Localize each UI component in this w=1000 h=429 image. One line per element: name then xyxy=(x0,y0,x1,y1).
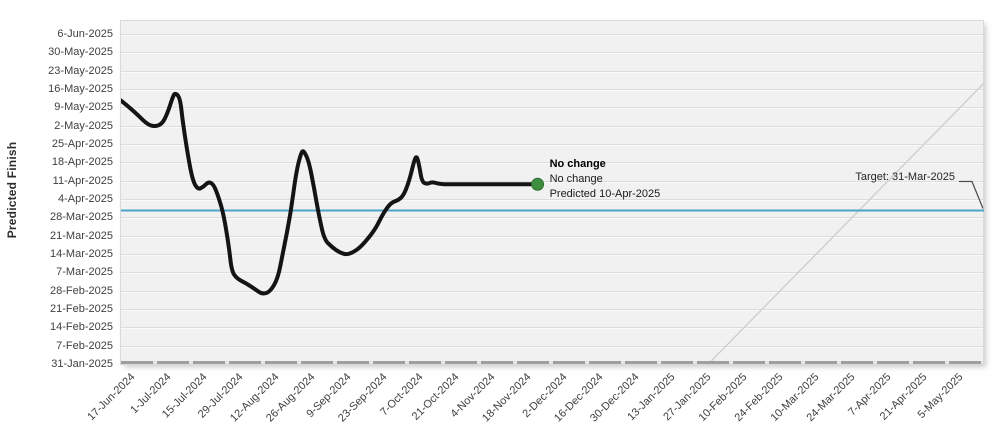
y-tick-label: 31-Jan-2025 xyxy=(51,358,113,370)
y-tick-label: 18-Apr-2025 xyxy=(51,156,113,169)
gridline xyxy=(121,34,983,36)
gridline xyxy=(121,125,983,128)
y-tick-label: 6-Jun-2025 xyxy=(57,28,113,40)
gridline xyxy=(121,272,983,275)
gridline xyxy=(121,309,983,311)
gridline xyxy=(121,107,983,110)
annotation-status-secondary: No change xyxy=(549,173,603,186)
y-tick-label: 21-Mar-2025 xyxy=(50,229,113,242)
y-tick-label: 16-May-2025 xyxy=(48,83,113,95)
y-tick-label: 9-May-2025 xyxy=(54,101,113,114)
y-tick-label: 25-Apr-2025 xyxy=(51,138,113,150)
gridline xyxy=(121,217,983,220)
y-tick-label: 7-Mar-2025 xyxy=(56,266,113,279)
target-label: Target: 31-Mar-2025 xyxy=(855,171,955,184)
gridline xyxy=(121,345,983,348)
y-tick-label: 7-Feb-2025 xyxy=(56,339,113,352)
y-tick-label: 2-May-2025 xyxy=(54,119,113,132)
y-tick-label: 14-Mar-2025 xyxy=(50,248,113,260)
annotation-predicted-date: Predicted 10-Apr-2025 xyxy=(549,188,661,201)
plot-area xyxy=(120,20,985,366)
gridline xyxy=(121,89,983,91)
series-line xyxy=(121,91,540,296)
x-axis-line xyxy=(121,361,983,364)
y-tick-label: 30-May-2025 xyxy=(48,46,113,59)
y-tick-label: 28-Mar-2025 xyxy=(50,211,113,224)
gridline xyxy=(121,70,983,73)
y-tick-label: 28-Feb-2025 xyxy=(50,284,113,297)
chart-canvas xyxy=(121,81,985,366)
today-line xyxy=(706,81,985,366)
gridline xyxy=(121,199,983,201)
gridline xyxy=(121,52,983,55)
annotation-status: No change xyxy=(549,158,606,171)
gridline xyxy=(121,327,983,330)
gridline xyxy=(121,180,983,183)
gridline xyxy=(121,254,983,256)
gridline xyxy=(121,144,983,146)
y-tick-label: 11-Apr-2025 xyxy=(52,174,113,187)
gridline xyxy=(121,290,983,293)
y-tick-label: 14-Feb-2025 xyxy=(50,321,113,334)
last-point-marker xyxy=(531,177,545,191)
gridline xyxy=(121,162,983,165)
y-tick-label: 21-Feb-2025 xyxy=(50,303,113,315)
y-tick-label: 4-Apr-2025 xyxy=(57,193,113,205)
last-point-annotation: No change No change Predicted 10-Apr-202… xyxy=(550,157,661,202)
target-callout-line xyxy=(959,180,984,209)
x-tick-label: 17-Jun-2024 xyxy=(85,371,138,424)
y-tick-label: 23-May-2025 xyxy=(48,64,113,77)
gridline xyxy=(121,235,983,238)
